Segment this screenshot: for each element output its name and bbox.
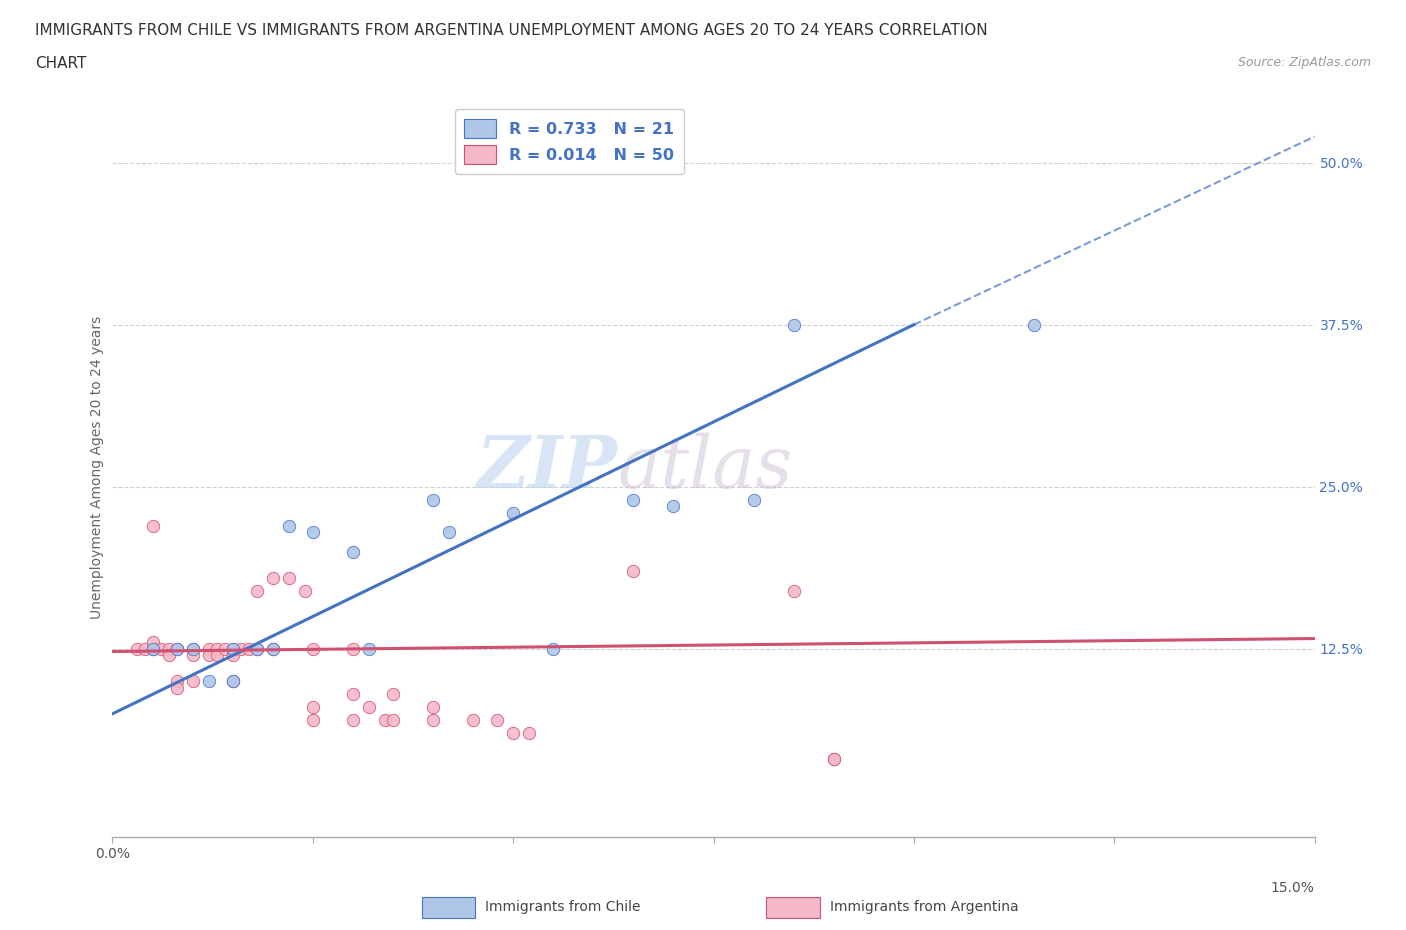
Point bbox=[342, 642, 364, 657]
Point bbox=[197, 648, 219, 663]
Point bbox=[246, 642, 269, 657]
Point bbox=[166, 642, 188, 657]
Point bbox=[149, 642, 172, 657]
Text: 15.0%: 15.0% bbox=[1271, 882, 1315, 896]
Point bbox=[782, 583, 804, 598]
Point bbox=[125, 642, 148, 657]
Point bbox=[166, 681, 188, 696]
Point bbox=[157, 642, 180, 657]
Point bbox=[382, 712, 405, 727]
Legend: R = 0.733   N = 21, R = 0.014   N = 50: R = 0.733 N = 21, R = 0.014 N = 50 bbox=[456, 110, 683, 174]
Point bbox=[181, 642, 204, 657]
Point bbox=[782, 317, 804, 332]
Text: CHART: CHART bbox=[35, 56, 87, 71]
Point bbox=[1024, 317, 1046, 332]
Point bbox=[222, 642, 245, 657]
Point bbox=[302, 642, 325, 657]
Point bbox=[422, 712, 444, 727]
Point bbox=[277, 570, 299, 585]
Point bbox=[238, 642, 260, 657]
Point bbox=[374, 712, 396, 727]
Point bbox=[342, 544, 364, 559]
Point bbox=[621, 564, 644, 578]
Point bbox=[422, 492, 444, 507]
Point bbox=[157, 648, 180, 663]
Point bbox=[294, 583, 316, 598]
Point bbox=[437, 525, 460, 539]
Point bbox=[302, 712, 325, 727]
Point bbox=[621, 492, 644, 507]
Point bbox=[229, 642, 252, 657]
Point bbox=[823, 751, 845, 766]
Y-axis label: Unemployment Among Ages 20 to 24 years: Unemployment Among Ages 20 to 24 years bbox=[90, 315, 104, 619]
Point bbox=[222, 674, 245, 689]
Point bbox=[246, 642, 269, 657]
Point bbox=[422, 700, 444, 715]
Point bbox=[134, 642, 156, 657]
Point bbox=[141, 518, 163, 533]
Point bbox=[181, 674, 204, 689]
Point bbox=[205, 642, 228, 657]
Point bbox=[181, 648, 204, 663]
Point bbox=[382, 687, 405, 702]
Point bbox=[662, 498, 685, 513]
Text: atlas: atlas bbox=[617, 432, 793, 502]
Point bbox=[486, 712, 509, 727]
Text: ZIP: ZIP bbox=[477, 432, 617, 503]
Point bbox=[262, 642, 284, 657]
Point bbox=[543, 642, 565, 657]
Point bbox=[742, 492, 765, 507]
Point bbox=[262, 570, 284, 585]
Point bbox=[141, 642, 163, 657]
Point bbox=[517, 725, 540, 740]
Point bbox=[197, 674, 219, 689]
Point bbox=[302, 525, 325, 539]
Point bbox=[222, 642, 245, 657]
Point bbox=[302, 700, 325, 715]
Point bbox=[357, 642, 380, 657]
Point bbox=[502, 505, 524, 520]
Point bbox=[461, 712, 484, 727]
Point bbox=[246, 583, 269, 598]
Point bbox=[277, 518, 299, 533]
Point bbox=[222, 674, 245, 689]
Point bbox=[166, 642, 188, 657]
Point bbox=[823, 751, 845, 766]
Point bbox=[342, 712, 364, 727]
Point bbox=[502, 725, 524, 740]
Point bbox=[357, 700, 380, 715]
Text: IMMIGRANTS FROM CHILE VS IMMIGRANTS FROM ARGENTINA UNEMPLOYMENT AMONG AGES 20 TO: IMMIGRANTS FROM CHILE VS IMMIGRANTS FROM… bbox=[35, 23, 988, 38]
Point bbox=[141, 642, 163, 657]
Point bbox=[262, 642, 284, 657]
Point bbox=[181, 642, 204, 657]
Text: Source: ZipAtlas.com: Source: ZipAtlas.com bbox=[1237, 56, 1371, 69]
Point bbox=[166, 674, 188, 689]
Point bbox=[197, 642, 219, 657]
Point bbox=[222, 648, 245, 663]
Point bbox=[214, 642, 236, 657]
Point bbox=[205, 648, 228, 663]
Point bbox=[342, 687, 364, 702]
Point bbox=[141, 635, 163, 650]
Text: Immigrants from Chile: Immigrants from Chile bbox=[485, 899, 641, 914]
Text: Immigrants from Argentina: Immigrants from Argentina bbox=[830, 899, 1018, 914]
